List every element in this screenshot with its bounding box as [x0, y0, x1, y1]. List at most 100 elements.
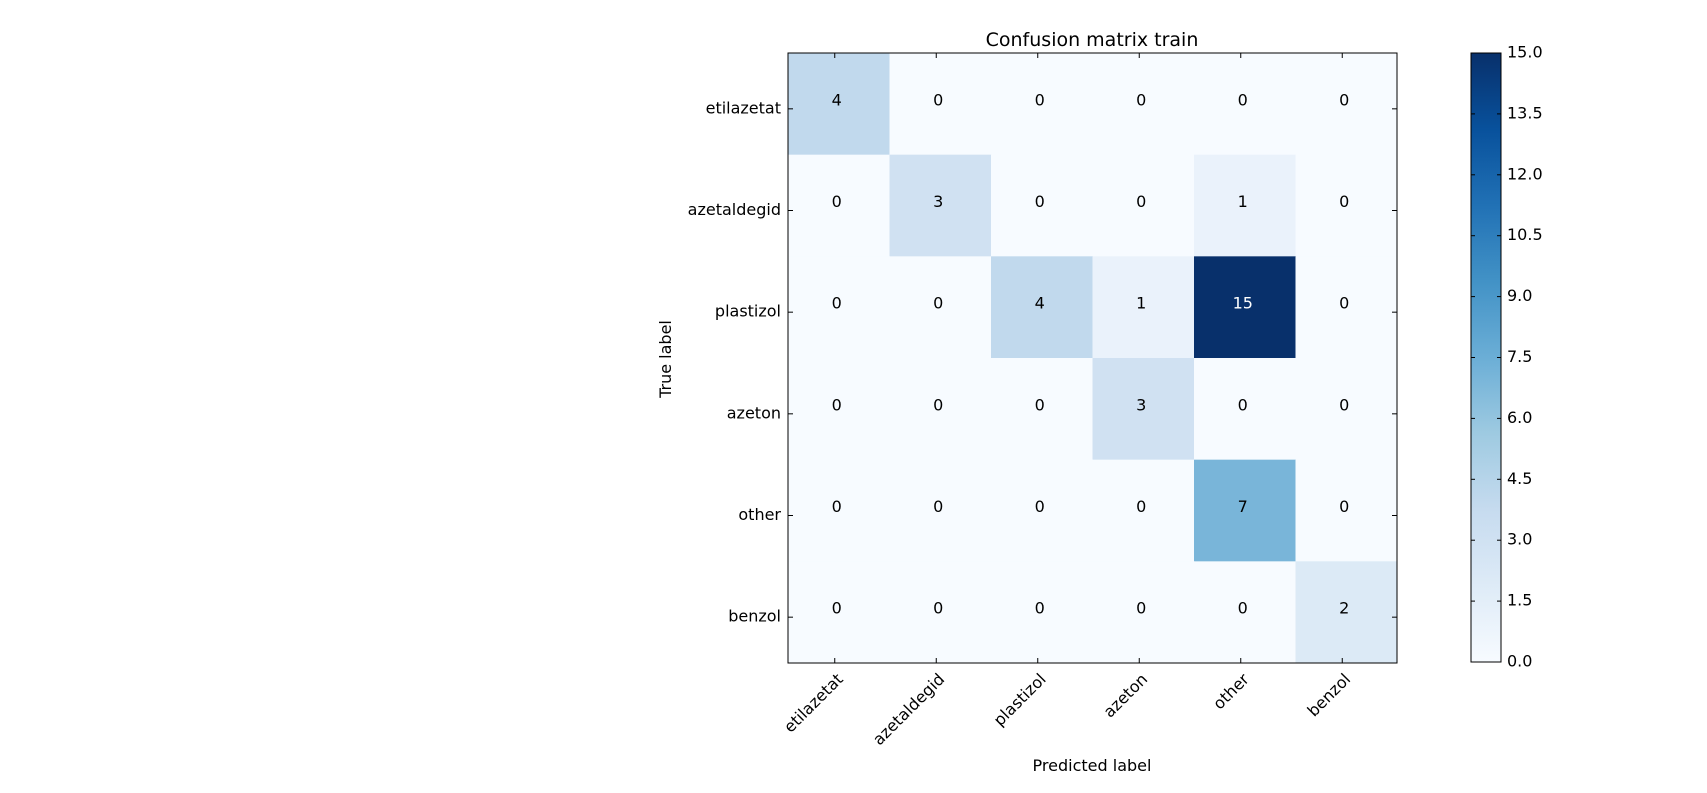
matrix-cell — [1295, 256, 1398, 359]
colorbar-tick-label: 6.0 — [1507, 408, 1532, 427]
matrix-cell — [991, 154, 1093, 257]
matrix-cell — [889, 459, 992, 562]
cell-value-label: 0 — [1136, 192, 1146, 211]
cell-value-label: 3 — [933, 192, 943, 211]
y-tick-label: azetaldegid — [688, 200, 781, 219]
cell-value-label: 1 — [1238, 192, 1248, 211]
matrix-cells — [788, 53, 1398, 664]
matrix-cell — [788, 358, 890, 461]
cell-value-label: 0 — [933, 395, 943, 414]
matrix-cell — [889, 561, 992, 664]
cell-value-label: 0 — [1339, 90, 1349, 109]
cell-value-label: 0 — [1339, 395, 1349, 414]
cell-value-label: 0 — [1035, 192, 1045, 211]
matrix-cell — [1194, 459, 1296, 562]
colorbar-tick-label: 0.0 — [1507, 652, 1532, 671]
y-tick-label: plastizol — [715, 302, 781, 321]
matrix-cell — [1194, 561, 1296, 664]
matrix-cell — [788, 561, 890, 664]
x-tick-label: benzol — [1304, 670, 1355, 721]
matrix-cell — [1295, 154, 1398, 257]
cell-value-label: 0 — [1136, 599, 1146, 618]
cell-value-label: 0 — [832, 497, 842, 516]
matrix-cell — [788, 459, 890, 562]
cell-value-label: 0 — [832, 599, 842, 618]
cell-value-label: 0 — [1035, 497, 1045, 516]
colorbar-tick-label: 10.5 — [1507, 225, 1543, 244]
cell-value-label: 0 — [1238, 90, 1248, 109]
matrix-cell — [1194, 256, 1296, 359]
cell-value-label: 0 — [1339, 192, 1349, 211]
colorbar-tick-label: 13.5 — [1507, 103, 1543, 122]
matrix-cell — [1295, 358, 1398, 461]
x-axis-title: Predicted label — [1033, 756, 1152, 775]
y-tick-label: etilazetat — [706, 98, 781, 117]
colorbar-tick-label: 4.5 — [1507, 469, 1532, 488]
cell-value-label: 0 — [1035, 395, 1045, 414]
cell-value-label: 0 — [933, 599, 943, 618]
x-tick-label: etilazetat — [780, 670, 847, 737]
cell-value-label: 0 — [1339, 294, 1349, 313]
matrix-cell — [1295, 561, 1398, 664]
plot-frame — [787, 52, 1398, 664]
matrix-cell — [991, 53, 1093, 156]
cell-value-label: 0 — [933, 294, 943, 313]
cell-value-label: 0 — [1238, 395, 1248, 414]
matrix-cell — [1092, 256, 1195, 359]
matrix-cell — [1295, 459, 1398, 562]
y-tick-label: benzol — [728, 607, 781, 626]
matrix-cell — [889, 256, 992, 359]
cell-value-label: 2 — [1339, 599, 1349, 618]
colorbar-ticks: 0.0 1.5 3.0 4.5 6.0 7.5 9.0 10.5 12.0 13.5 15.0 — [1471, 43, 1543, 671]
matrix-cell — [1295, 53, 1398, 156]
matrix-cell — [1092, 561, 1195, 664]
colorbar-tick-label: 15.0 — [1507, 43, 1543, 62]
matrix-cell — [889, 358, 992, 461]
cell-value-label: 0 — [832, 395, 842, 414]
x-tick-label: plastizol — [990, 670, 1050, 730]
y-axis-ticks: etilazetat azetaldegid plastizol azeton othe… — [688, 98, 1397, 626]
colorbar-tick-label: 1.5 — [1507, 591, 1532, 610]
matrix-cell — [1194, 358, 1296, 461]
x-tick-label: other — [1209, 669, 1253, 713]
matrix-cell — [1092, 154, 1195, 257]
chart-title: Confusion matrix train — [986, 29, 1199, 51]
colorbar-tick-label: 9.0 — [1507, 286, 1532, 305]
matrix-cell — [1092, 53, 1195, 156]
matrix-cell — [991, 561, 1093, 664]
x-tick-label: azeton — [1099, 670, 1151, 722]
cell-value-label: 0 — [933, 497, 943, 516]
matrix-cell — [889, 53, 992, 156]
cell-value-label: 0 — [832, 192, 842, 211]
cell-value-label: 0 — [832, 294, 842, 313]
y-tick-label: other — [738, 505, 781, 524]
matrix-cell — [1092, 358, 1195, 461]
colorbar-tick-label: 7.5 — [1507, 347, 1532, 366]
cell-value-label: 0 — [1136, 90, 1146, 109]
cell-value-label: 0 — [1035, 90, 1045, 109]
cell-value-label: 0 — [1136, 497, 1146, 516]
matrix-cell — [788, 256, 890, 359]
cell-value-label: 1 — [1136, 294, 1146, 313]
colorbar-tick-label: 3.0 — [1507, 530, 1532, 549]
cell-value-label: 0 — [1035, 599, 1045, 618]
colorbar-tick-label: 12.0 — [1507, 164, 1543, 183]
matrix-cell-labels: 4 0 0 0 0 0 0 3 0 0 1 0 0 0 4 1 15 0 0 0 0 3 0 0 0 0 0 0 7 0 0 0 0 0 0 2 — [832, 90, 1350, 617]
y-axis-title: True label — [656, 320, 675, 399]
cell-value-label: 0 — [1339, 497, 1349, 516]
cell-value-label: 7 — [1238, 497, 1248, 516]
matrix-cell — [788, 154, 890, 257]
matrix-cell — [991, 459, 1093, 562]
matrix-cell — [1194, 53, 1296, 156]
cell-value-label: 3 — [1136, 395, 1146, 414]
cell-value-label: 0 — [933, 90, 943, 109]
matrix-cell — [1194, 154, 1296, 257]
cell-value-label: 4 — [832, 90, 842, 109]
matrix-cell — [889, 154, 992, 257]
matrix-cell — [991, 358, 1093, 461]
cell-value-label: 15 — [1233, 294, 1253, 313]
y-tick-label: azeton — [727, 403, 781, 422]
matrix-cell — [991, 256, 1093, 359]
matrix-cell — [1092, 459, 1195, 562]
